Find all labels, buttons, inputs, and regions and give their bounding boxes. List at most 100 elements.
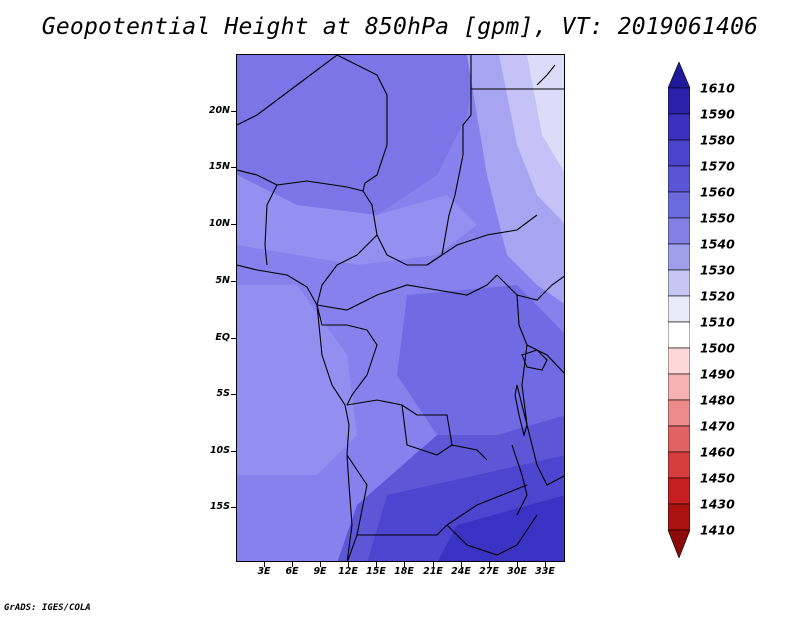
border-libya-egypt bbox=[462, 55, 472, 155]
lon-label-30e: 30E bbox=[507, 566, 527, 577]
border-cameroon-gabon bbox=[316, 304, 368, 331]
lat-tick-5s bbox=[231, 394, 236, 395]
lat-label-10s: 10S bbox=[209, 445, 230, 456]
lat-tick-10n bbox=[231, 224, 236, 225]
colorbar-bin-11 bbox=[668, 347, 690, 375]
country-borders bbox=[237, 55, 564, 561]
colorbar-bin-14 bbox=[668, 425, 690, 453]
border-mozambique bbox=[531, 444, 564, 486]
grads-credit: GrADS: IGES/COLA bbox=[4, 603, 91, 613]
colorbar-label-1410: 1410 bbox=[700, 522, 735, 538]
border-zimbabwe bbox=[446, 514, 538, 556]
lon-tick-6e bbox=[292, 562, 293, 567]
colorbar-bin-9 bbox=[668, 295, 690, 323]
lon-tick-21e bbox=[433, 562, 434, 567]
colorbar-label-1560: 1560 bbox=[700, 184, 735, 200]
lon-label-12e: 12E bbox=[338, 566, 358, 577]
lat-tick-15s bbox=[231, 507, 236, 508]
colorbar-bin-8 bbox=[668, 269, 690, 297]
border-car-south bbox=[316, 274, 498, 311]
lon-tick-27e bbox=[489, 562, 490, 567]
field-band-central bbox=[397, 285, 564, 455]
lon-tick-18e bbox=[404, 562, 405, 567]
border-southsudan-east bbox=[496, 274, 564, 301]
lon-tick-3e bbox=[264, 562, 265, 567]
colorbar-bin-2 bbox=[668, 113, 690, 141]
lon-tick-9e bbox=[320, 562, 321, 567]
colorbar-bin-1 bbox=[668, 87, 690, 115]
colorbar-label-1550: 1550 bbox=[700, 210, 735, 226]
lon-label-33e: 33E bbox=[535, 566, 555, 577]
colorbar-bin-6 bbox=[668, 217, 690, 245]
border-niger-libya bbox=[336, 55, 388, 145]
lon-tick-33e bbox=[545, 562, 546, 567]
colorbar-bin-12 bbox=[668, 373, 690, 401]
border-namibia bbox=[347, 534, 358, 561]
colorbar-bin-4 bbox=[668, 165, 690, 193]
colorbar-label-1430: 1430 bbox=[700, 496, 735, 512]
lon-label-15e: 15E bbox=[366, 566, 386, 577]
map-field bbox=[237, 55, 564, 561]
lat-tick-10s bbox=[231, 451, 236, 452]
colorbar-label-1520: 1520 bbox=[700, 288, 735, 304]
border-angola-south bbox=[346, 454, 448, 536]
lat-tick-eq bbox=[231, 338, 236, 339]
border-mali-niger bbox=[237, 169, 278, 186]
border-sudan-southsudan bbox=[426, 214, 538, 266]
field-band-deepest bbox=[438, 495, 564, 561]
colorbar-bin-7 bbox=[668, 243, 690, 271]
lake-tanganyika bbox=[514, 384, 528, 438]
lat-tick-15n bbox=[231, 167, 236, 168]
border-algeria-niger bbox=[237, 55, 338, 126]
colorbar-bin-18 bbox=[668, 529, 690, 558]
lon-tick-30e bbox=[517, 562, 518, 567]
lat-tick-20n bbox=[231, 111, 236, 112]
border-angola-zambia bbox=[401, 404, 453, 456]
border-niger-chad bbox=[362, 144, 388, 192]
lon-label-6e: 6E bbox=[285, 566, 299, 577]
colorbar-label-1500: 1500 bbox=[700, 340, 735, 356]
lat-label-eq: EQ bbox=[215, 332, 230, 343]
colorbar-bin-15 bbox=[668, 451, 690, 479]
colorbar-label-1450: 1450 bbox=[700, 470, 735, 486]
border-drc-west bbox=[346, 399, 488, 461]
border-benin bbox=[264, 184, 278, 266]
colorbar-bin-16 bbox=[668, 477, 690, 505]
border-nigeria-cameroon bbox=[316, 190, 378, 306]
border-chad-car bbox=[376, 234, 427, 266]
map-panel bbox=[236, 54, 565, 562]
lon-label-3e: 3E bbox=[257, 566, 271, 577]
lon-label-24e: 24E bbox=[451, 566, 471, 577]
lat-tick-5n bbox=[231, 281, 236, 282]
colorbar-label-1580: 1580 bbox=[700, 132, 735, 148]
field-band-east-light-3 bbox=[527, 55, 564, 172]
colorbar-label-1610: 1610 bbox=[700, 80, 735, 96]
lon-label-18e: 18E bbox=[394, 566, 414, 577]
field-band-north bbox=[237, 55, 477, 215]
lon-label-27e: 27E bbox=[479, 566, 499, 577]
colorbar-bin-3 bbox=[668, 139, 690, 167]
border-congo bbox=[346, 329, 378, 406]
chart-title: Geopotential Height at 850hPa [gpm], VT:… bbox=[41, 14, 759, 40]
colorbar-label-1510: 1510 bbox=[700, 314, 735, 330]
colorbar-bin-17 bbox=[668, 503, 690, 531]
lon-tick-24e bbox=[461, 562, 462, 567]
lat-label-5s: 5S bbox=[216, 388, 230, 399]
coastline-west bbox=[237, 264, 353, 561]
colorbar-label-1570: 1570 bbox=[700, 158, 735, 174]
colorbar-label-1530: 1530 bbox=[700, 262, 735, 278]
field-band-west-coast bbox=[237, 285, 357, 475]
colorbar bbox=[668, 62, 690, 558]
lat-label-5n: 5N bbox=[215, 275, 230, 286]
lon-tick-12e bbox=[348, 562, 349, 567]
colorbar-label-1470: 1470 bbox=[700, 418, 735, 434]
border-drc-east bbox=[516, 294, 533, 446]
lon-tick-15e bbox=[376, 562, 377, 567]
border-niger-nigeria bbox=[276, 180, 364, 192]
colorbar-label-1540: 1540 bbox=[700, 236, 735, 252]
lake-victoria bbox=[521, 349, 548, 371]
colorbar-label-1590: 1590 bbox=[700, 106, 735, 122]
colorbar-bin-13 bbox=[668, 399, 690, 427]
colorbar-bin-10 bbox=[668, 321, 690, 349]
border-tanzania bbox=[526, 344, 564, 374]
